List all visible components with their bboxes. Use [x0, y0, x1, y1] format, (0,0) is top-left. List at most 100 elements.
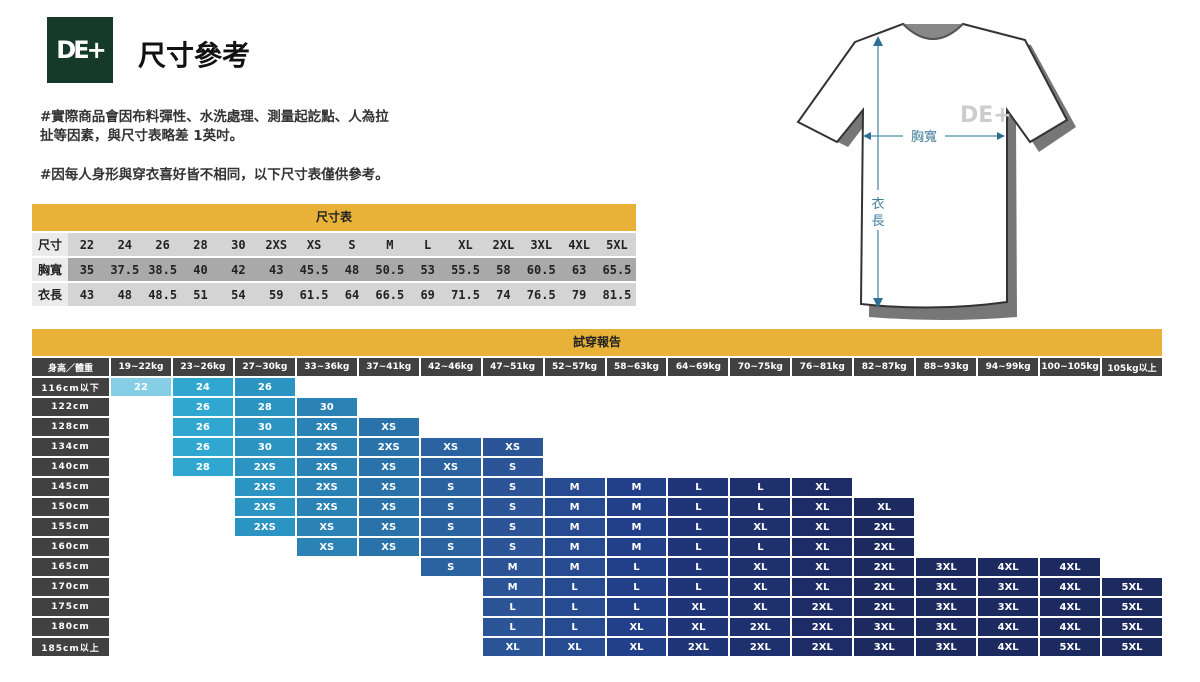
size-value: 50.5 — [375, 262, 405, 277]
size-value: 66.5 — [375, 287, 405, 302]
empty-cell — [545, 398, 605, 416]
size-value: 65.5 — [602, 262, 632, 277]
size-cell: 26 — [172, 438, 233, 456]
empty-cell — [978, 418, 1038, 436]
height-header: 145cm — [32, 478, 109, 496]
empty-cell — [235, 578, 295, 596]
size-cell: L — [668, 578, 729, 596]
size-value: XS — [306, 237, 322, 252]
size-cell: 5XL — [1102, 598, 1162, 616]
empty-cell — [792, 378, 852, 396]
size-value: 74 — [496, 287, 511, 302]
empty-cell — [1102, 398, 1162, 416]
size-cell: S — [420, 518, 481, 536]
size-cell: L — [544, 578, 605, 596]
size-cell: 2XL — [854, 558, 915, 576]
empty-cell — [421, 418, 481, 436]
size-value: 64 — [344, 287, 360, 302]
size-cell: 2XS — [296, 478, 357, 496]
empty-cell — [1040, 498, 1100, 516]
size-cell: XL — [730, 578, 791, 596]
empty-cell — [978, 498, 1038, 516]
height-header: 165cm — [32, 558, 109, 576]
empty-cell — [1040, 458, 1100, 476]
size-cell: 5XL — [1102, 638, 1162, 656]
empty-cell — [854, 418, 914, 436]
size-cell: XL — [668, 618, 729, 636]
empty-cell — [1040, 478, 1100, 496]
size-value: 81.5 — [602, 287, 632, 302]
size-cell: XL — [606, 638, 667, 656]
length-label-2: 長 — [871, 214, 884, 229]
size-cell: L — [606, 598, 667, 616]
weight-header: 64~69kg — [668, 358, 729, 376]
size-value: 5XL — [606, 237, 628, 252]
size-cell: 4XL — [978, 558, 1039, 576]
height-header: 150cm — [32, 498, 109, 516]
weight-header: 88~93kg — [916, 358, 977, 376]
size-cell: L — [606, 578, 667, 596]
size-cell: S — [482, 518, 543, 536]
size-cell: XS — [358, 458, 419, 476]
empty-cell — [297, 558, 357, 576]
size-value: 55.5 — [451, 262, 480, 277]
empty-cell — [111, 518, 171, 536]
size-value: 69 — [420, 287, 435, 302]
size-cell: M — [606, 518, 667, 536]
size-cell: L — [668, 538, 729, 556]
weight-header: 82~87kg — [854, 358, 915, 376]
size-value: 45.5 — [299, 262, 329, 277]
size-cell: XL — [730, 558, 791, 576]
size-cell: 2XS — [296, 458, 357, 476]
empty-cell — [854, 458, 914, 476]
empty-cell — [978, 478, 1038, 496]
size-cell: XL — [606, 618, 667, 636]
size-value: M — [386, 237, 394, 252]
size-cell: XL — [730, 518, 791, 536]
brand-logo: DE+ — [47, 17, 113, 83]
empty-cell — [916, 518, 976, 536]
height-header: 140cm — [32, 458, 109, 476]
empty-cell — [545, 378, 605, 396]
size-cell: 2XL — [730, 638, 791, 656]
size-cell: 4XL — [1040, 558, 1101, 576]
empty-cell — [111, 538, 171, 556]
weight-header: 19~22kg — [111, 358, 171, 376]
size-cell: 3XL — [854, 638, 915, 656]
size-cell: 2XL — [854, 578, 915, 596]
size-value: 38.5 — [148, 262, 178, 277]
empty-cell — [916, 438, 976, 456]
size-cell: L — [730, 478, 791, 496]
size-cell: 3XL — [916, 638, 977, 656]
empty-cell — [1102, 458, 1162, 476]
empty-cell — [173, 478, 233, 496]
size-cell: XS — [296, 518, 357, 536]
empty-cell — [916, 498, 976, 516]
size-value: L — [424, 237, 432, 252]
height-header: 160cm — [32, 538, 109, 556]
empty-cell — [978, 378, 1038, 396]
size-cell: L — [544, 618, 605, 636]
empty-cell — [1040, 518, 1100, 536]
empty-cell — [297, 598, 357, 616]
empty-cell — [916, 458, 976, 476]
size-cell: S — [420, 498, 481, 516]
size-cell: XS — [482, 438, 543, 456]
size-value: 28 — [193, 237, 208, 252]
size-cell: 28 — [172, 458, 233, 476]
size-cell: 4XL — [1040, 578, 1101, 596]
size-cell: M — [544, 538, 605, 556]
size-cell: XL — [730, 598, 791, 616]
empty-cell — [111, 558, 171, 576]
size-cell: 3XL — [916, 598, 977, 616]
chest-width-label: 胸寬 — [911, 129, 937, 145]
size-cell: S — [420, 538, 481, 556]
size-cell: 2XS — [296, 498, 357, 516]
empty-cell — [359, 578, 419, 596]
size-cell: XL — [792, 518, 853, 536]
size-table-row: 尺寸 22 24 26 28 30 2XS XS S M L XL 2XL 3XL 4XL 5XL — [32, 233, 636, 256]
size-cell: L — [668, 518, 729, 536]
empty-cell — [730, 418, 790, 436]
empty-cell — [1102, 478, 1162, 496]
size-cell: 28 — [234, 398, 295, 416]
